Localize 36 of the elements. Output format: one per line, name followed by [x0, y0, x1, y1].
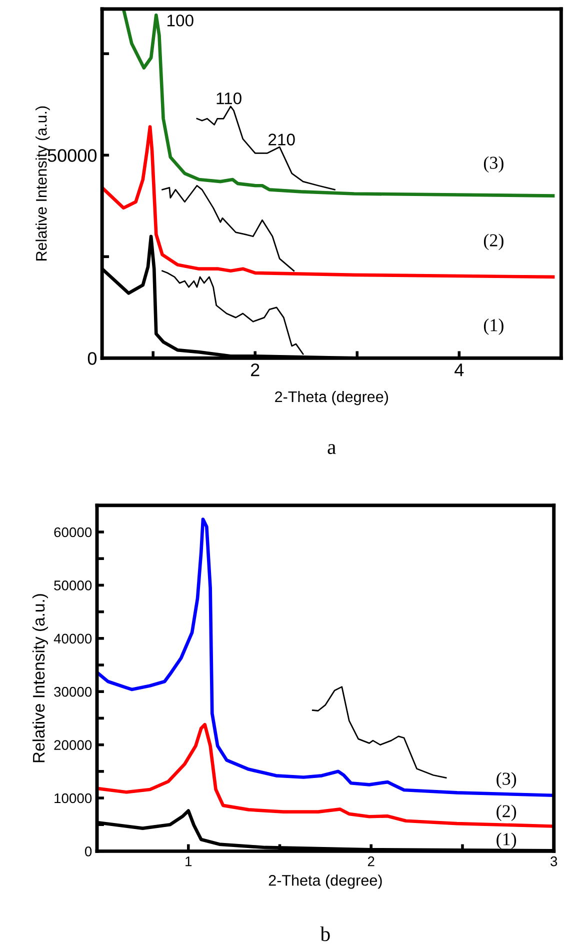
- x-tick-label: 1: [186, 856, 192, 866]
- y-tick-label: 30000: [54, 686, 92, 697]
- annotation: 110: [216, 92, 242, 104]
- y-tick-label: 50000: [54, 580, 92, 590]
- line-series: [162, 184, 295, 272]
- y-tick-label: 20000: [54, 740, 92, 750]
- annotation: 210: [268, 134, 295, 146]
- y-axis-title: Relative Intensity (a.u.): [36, 106, 50, 260]
- x-axis-title: 2-Theta (degree): [275, 390, 388, 406]
- y-tick-label: 0: [84, 846, 92, 856]
- x-tick-label: 3: [550, 856, 558, 866]
- x-axis-title: 2-Theta (degree): [268, 874, 382, 889]
- y-tick-label: 50000: [48, 149, 97, 162]
- line-series: [97, 722, 554, 828]
- x-tick-label: 2: [368, 856, 374, 866]
- y-tick-label: 0: [88, 352, 97, 365]
- annotation: (1): [484, 318, 504, 335]
- annotation: (1): [496, 832, 516, 850]
- text: b: [320, 926, 330, 942]
- line-series: [102, 125, 555, 279]
- annotation: (2): [496, 804, 516, 822]
- line-series: [196, 106, 336, 190]
- annotation: (2): [484, 234, 504, 250]
- y-tick-label: 10000: [54, 793, 92, 804]
- y-tick-label: 40000: [54, 634, 92, 644]
- x-tick-label: 2: [251, 363, 260, 376]
- line-series: [122, 9, 555, 198]
- x-tick-label: 4: [454, 364, 464, 376]
- annotation: (3): [484, 156, 504, 173]
- annotation: 100: [168, 14, 194, 26]
- y-tick-label: 60000: [54, 527, 92, 538]
- line-series: [97, 518, 554, 798]
- text: a: [328, 444, 336, 454]
- annotation: (3): [496, 772, 516, 788]
- line-series: [312, 686, 447, 778]
- y-axis-title: Relative Intensity (a.u.): [32, 594, 48, 762]
